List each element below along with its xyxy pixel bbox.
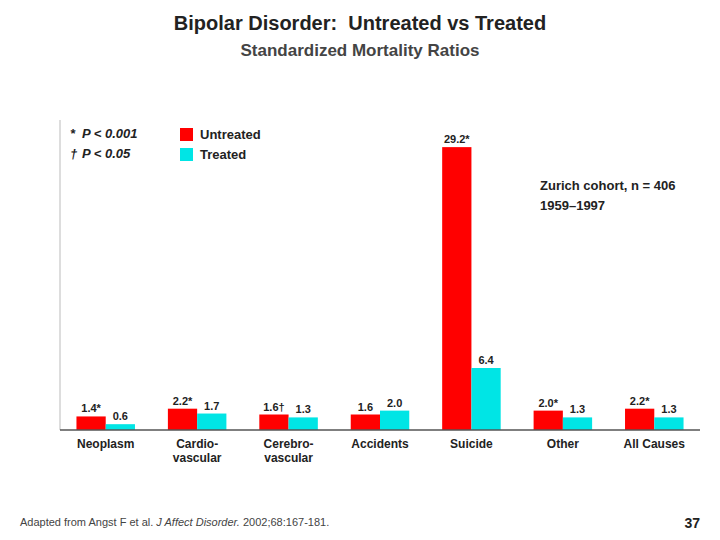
x-axis-line [60, 429, 700, 431]
cohort-note-line: Zurich cohort, n = 406 [540, 178, 675, 193]
data-label: 1.6 [358, 401, 373, 413]
data-label: 6.4 [478, 354, 494, 366]
x-tick-label: Accidents [351, 437, 409, 451]
chart-svg: Bipolar Disorder: Untreated vs Treated St… [0, 0, 720, 540]
data-label: 1.3 [570, 403, 585, 415]
note-symbol: * [70, 126, 76, 141]
data-label: 2.0 [387, 397, 402, 409]
note: P < 0.001 [82, 126, 138, 141]
bar [289, 417, 318, 430]
x-tick-label: Other [547, 437, 579, 451]
data-label: 1.3 [296, 403, 311, 415]
x-tick-label-line: Suicide [450, 437, 493, 451]
x-tick-label: All Causes [624, 437, 686, 451]
note-symbol: † [70, 146, 78, 161]
bar [197, 414, 226, 430]
bar [563, 417, 592, 430]
x-tick-label-line: vascular [264, 451, 313, 465]
bar [168, 409, 197, 430]
footnote-part: 2002;68:167-181. [240, 516, 329, 528]
data-label: 2.2* [173, 395, 193, 407]
x-tick-label: Suicide [450, 437, 493, 451]
x-tick-label-line: Cardio- [176, 437, 218, 451]
bar [654, 417, 683, 430]
legend-swatch [180, 128, 193, 141]
title: Bipolar Disorder: Untreated vs Treated [174, 12, 546, 34]
data-label: 1.7 [204, 400, 219, 412]
x-tick-label-line: Other [547, 437, 579, 451]
legend-swatch [180, 148, 193, 161]
legend: Untreated Treated [180, 127, 261, 162]
data-label: 0.6 [113, 410, 128, 422]
data-label: 2.0* [538, 397, 558, 409]
x-tick-label-line: vascular [173, 451, 222, 465]
bars [76, 147, 683, 430]
x-tick-label-line: Neoplasm [77, 437, 134, 451]
x-tick-label-line: All Causes [624, 437, 686, 451]
footnote-part: Adapted from Angst F et al. [20, 516, 156, 528]
x-tick-label: Neoplasm [77, 437, 134, 451]
cohort-note-line: 1959–1997 [540, 198, 605, 213]
cohort-note: Zurich cohort, n = 406 1959–1997 [540, 178, 675, 213]
bar [471, 368, 500, 430]
legend-label: Treated [200, 147, 246, 162]
data-label: 29.2* [444, 133, 470, 145]
data-label: 2.2* [630, 395, 650, 407]
bar [351, 415, 380, 431]
x-tick-label: Cardio-vascular [173, 437, 222, 465]
bar [76, 416, 105, 430]
data-label: 1.4* [81, 402, 101, 414]
background [0, 0, 720, 540]
legend-label: Untreated [200, 127, 261, 142]
y-axis-line [60, 120, 61, 430]
footnote: Adapted from Angst F et al. J Affect Dis… [20, 516, 329, 528]
x-tick-label-line: Cerebro- [264, 437, 314, 451]
bar [625, 409, 654, 430]
bar [259, 415, 288, 431]
bar [534, 411, 563, 430]
footnote-part: J Affect Disorder. [155, 516, 240, 528]
chart-container: Bipolar Disorder: Untreated vs Treated St… [0, 0, 720, 540]
subtitle: Standardized Mortality Ratios [241, 41, 480, 60]
x-tick-label: Cerebro-vascular [264, 437, 314, 465]
data-label: 1.6† [263, 401, 284, 413]
data-label: 1.3 [661, 403, 676, 415]
page-number: 37 [684, 515, 700, 531]
bar [380, 411, 409, 430]
bar [442, 147, 471, 430]
bar [106, 424, 135, 430]
note: P < 0.05 [82, 146, 131, 161]
x-tick-label-line: Accidents [351, 437, 409, 451]
